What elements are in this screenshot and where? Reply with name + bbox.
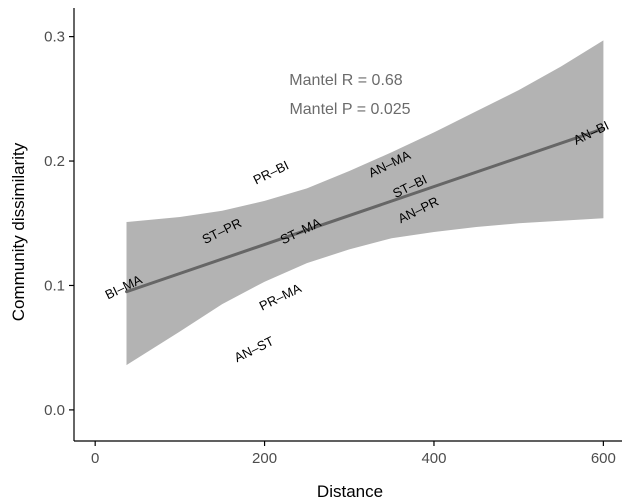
y-tick-label: 0.3 bbox=[44, 29, 65, 46]
confidence-band bbox=[126, 40, 604, 366]
point-label: PR–MA bbox=[257, 280, 304, 313]
x-tick-label: 400 bbox=[421, 450, 446, 467]
point-label: PR–BI bbox=[251, 158, 291, 188]
y-tick-label: 0.1 bbox=[44, 277, 65, 294]
mantel-p-annotation: Mantel P = 0.025 bbox=[289, 101, 410, 118]
x-tick-label: 600 bbox=[591, 450, 616, 467]
y-tick-label: 0.2 bbox=[44, 153, 65, 170]
point-label: AN–ST bbox=[232, 333, 276, 365]
x-tick-label: 0 bbox=[91, 450, 99, 467]
y-tick-label: 0.0 bbox=[44, 402, 65, 419]
regression-line bbox=[125, 127, 605, 294]
mantel-r-annotation: Mantel R = 0.68 bbox=[289, 72, 403, 89]
x-tick-label: 200 bbox=[252, 450, 277, 467]
x-axis-title: Distance bbox=[317, 482, 383, 501]
y-axis-title: Community dissimilarity bbox=[9, 142, 28, 321]
